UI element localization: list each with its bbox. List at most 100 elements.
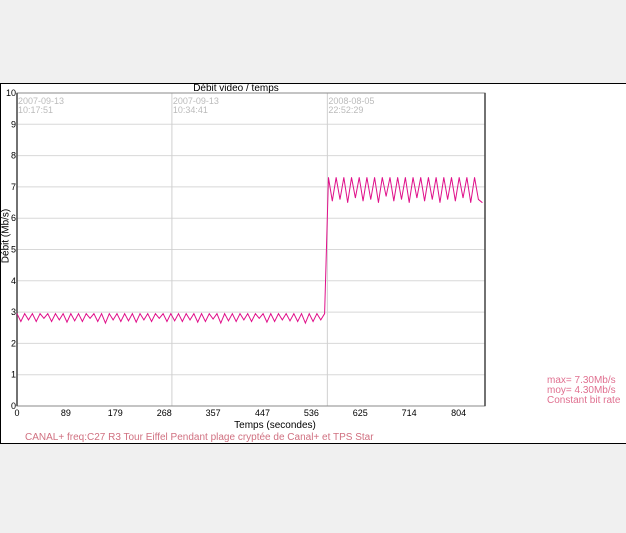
data-point: [385, 195, 387, 197]
data-point: [397, 177, 399, 178]
data-point: [205, 321, 206, 322]
data-point: [308, 313, 310, 315]
data-point: [297, 321, 299, 322]
data-point: [378, 202, 379, 203]
data-point: [231, 313, 233, 315]
y-tick-label: 4: [11, 276, 16, 286]
x-tick-label: 447: [255, 408, 270, 418]
data-point: [162, 313, 164, 315]
data-point: [139, 313, 141, 315]
data-point: [124, 313, 126, 315]
data-point: [24, 313, 26, 315]
y-axis-label: Débit (Mb/s): [1, 209, 12, 263]
data-point: [301, 313, 302, 315]
data-point: [416, 197, 418, 199]
chart-title: Débit video / temps: [193, 83, 279, 94]
x-tick-label: 804: [451, 408, 466, 418]
segment-time: 10:17:51: [18, 105, 53, 115]
data-point: [216, 313, 218, 315]
y-tick-label: 0: [11, 401, 16, 411]
data-point: [454, 200, 456, 202]
data-point: [66, 321, 68, 323]
data-point: [381, 177, 383, 178]
data-point: [135, 321, 137, 323]
data-point: [89, 317, 91, 319]
data-point: [408, 202, 410, 203]
data-point: [281, 319, 283, 321]
y-tick-label: 7: [11, 182, 16, 192]
data-point: [178, 313, 179, 315]
data-point: [270, 313, 272, 315]
x-tick-label: 0: [14, 408, 19, 418]
data-point: [193, 313, 195, 315]
data-point: [185, 313, 187, 315]
data-point: [466, 177, 468, 178]
data-point: [189, 319, 191, 321]
data-point: [439, 202, 441, 203]
data-point: [262, 313, 264, 315]
stat-mode: Constant bit rate: [547, 395, 621, 406]
x-tick-label: 357: [206, 408, 221, 418]
data-point: [443, 177, 445, 178]
segment-date: 2008-08-05: [328, 96, 374, 106]
data-point: [101, 313, 102, 315]
y-tick-label: 10: [6, 88, 16, 98]
x-tick-label: 179: [108, 408, 123, 418]
data-point: [481, 202, 483, 203]
data-point: [370, 199, 372, 200]
data-point: [55, 313, 56, 315]
data-point: [120, 321, 122, 322]
data-point: [16, 313, 18, 315]
data-point: [85, 313, 87, 315]
stats: max= 7.30Mb/s moy= 4.30Mb/s Constant bit…: [547, 376, 620, 406]
data-point: [39, 313, 41, 315]
data-point: [470, 202, 472, 203]
channel-caption: CANAL+ freq:C27 R3 Tour Eiffel Pendant p…: [25, 432, 374, 443]
data-point: [155, 313, 156, 315]
data-point: [170, 313, 172, 315]
data-point: [366, 177, 368, 178]
data-point: [81, 321, 83, 322]
data-point: [158, 317, 160, 319]
y-tick-label: 1: [11, 370, 16, 380]
data-point: [304, 322, 306, 324]
data-point: [166, 321, 168, 322]
data-point: [220, 322, 222, 324]
data-point: [35, 321, 37, 322]
data-point: [435, 177, 437, 178]
x-tick-label: 625: [353, 408, 368, 418]
data-point: [70, 313, 72, 315]
stat-max: max= 7.30Mb/s: [547, 375, 616, 386]
data-point: [347, 202, 349, 203]
data-point: [62, 313, 64, 315]
data-point: [251, 321, 252, 322]
data-point: [31, 313, 33, 315]
data-point: [212, 318, 214, 320]
data-point: [362, 200, 364, 202]
stat-average: moy= 4.30Mb/s: [547, 385, 616, 396]
data-point: [354, 197, 356, 199]
data-point: [197, 321, 199, 323]
data-point: [47, 313, 49, 315]
data-point: [343, 177, 345, 178]
data-point: [278, 313, 279, 315]
data-point: [243, 319, 245, 321]
x-tick-label: 89: [61, 408, 71, 418]
data-point: [224, 313, 226, 315]
data-point: [274, 321, 276, 322]
y-tick-label: 2: [11, 338, 16, 348]
data-point: [316, 313, 318, 315]
data-point: [474, 177, 475, 178]
data-point: [293, 313, 295, 315]
data-point: [131, 313, 133, 315]
data-point: [28, 319, 29, 321]
data-point: [358, 177, 360, 178]
data-point: [105, 322, 106, 324]
segment-date: 2007-09-13: [173, 96, 219, 106]
data-point: [420, 177, 422, 178]
data-point: [128, 320, 129, 322]
data-point: [201, 313, 202, 315]
data-point: [143, 319, 145, 321]
segment-time: 10:34:41: [173, 105, 208, 115]
